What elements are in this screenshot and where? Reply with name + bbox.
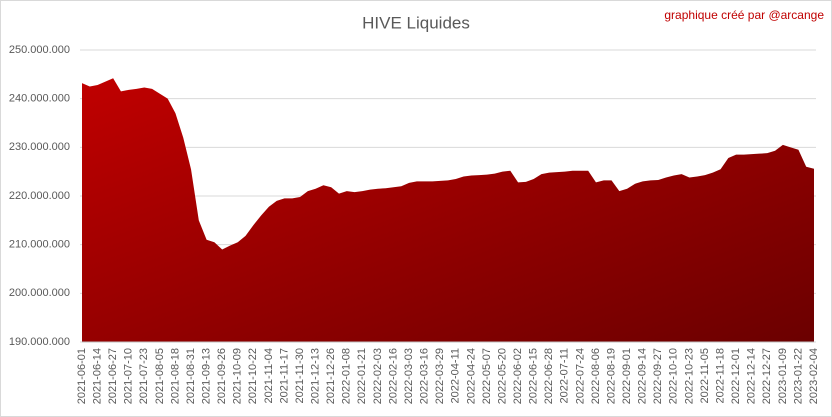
x-tick-label: 2022-07-24 [574,348,586,404]
x-tick-label: 2021-06-01 [76,348,88,404]
x-tick-label: 2021-07-10 [123,348,135,404]
x-tick-label: 2022-02-16 [387,348,399,404]
x-tick-label: 2022-09-14 [637,348,649,404]
x-tick-label: 2022-03-29 [434,348,446,404]
x-tick-label: 2021-12-26 [325,348,337,404]
x-tick-label: 2021-11-30 [294,348,306,403]
x-tick-label: 2022-04-11 [450,348,462,403]
x-tick-label: 2022-06-15 [528,348,540,404]
x-tick-label: 2022-06-02 [512,348,524,404]
y-tick-label: 240.000.000 [9,93,70,105]
x-tick-label: 2022-06-28 [543,348,555,404]
x-tick-label: 2022-03-16 [419,348,431,404]
x-tick-label: 2022-07-11 [559,348,571,403]
x-tick-label: 2023-01-09 [777,348,789,404]
y-tick-label: 210.000.000 [9,239,70,251]
x-tick-label: 2022-04-24 [465,348,477,404]
x-tick-label: 2022-05-07 [481,348,493,404]
x-tick-label: 2021-11-04 [263,348,275,403]
x-tick-label: 2022-05-20 [496,348,508,404]
annotation: graphique créé par @arcange [664,8,824,22]
x-tick-label: 2021-10-09 [232,348,244,404]
area [82,78,814,342]
x-tick-label: 2021-08-18 [169,348,181,404]
x-tick-label: 2022-01-08 [341,348,353,404]
x-tick-label: 2021-07-23 [138,348,150,404]
x-tick-label: 2022-08-19 [605,348,617,404]
x-tick-label: 2022-10-23 [683,348,695,404]
x-tick-label: 2023-02-04 [808,348,820,404]
x-tick-label: 2022-09-27 [652,348,664,404]
x-tick-label: 2022-12-27 [761,348,773,404]
x-tick-label: 2023-01-22 [792,348,804,404]
chart-title: HIVE Liquides [362,13,470,32]
x-tick-label: 2021-06-27 [107,348,119,404]
y-tick-label: 200.000.000 [9,287,70,299]
y-tick-label: 190.000.000 [9,336,70,348]
x-tick-label: 2021-06-14 [91,348,103,404]
x-tick-label: 2022-08-06 [590,348,602,404]
x-tick-label: 2022-01-21 [356,348,368,404]
x-tick-label: 2022-12-14 [746,348,758,404]
x-tick-label: 2021-09-26 [216,348,228,404]
x-tick-label: 2021-10-22 [247,348,259,404]
x-tick-label: 2022-11-18 [714,348,726,403]
x-tick-label: 2021-12-13 [310,348,322,404]
y-tick-label: 250.000.000 [9,44,70,56]
x-tick-label: 2022-11-05 [699,348,711,403]
x-tick-label: 2021-08-05 [154,348,166,404]
x-tick-label: 2021-11-17 [278,348,290,403]
x-tick-label: 2022-02-03 [372,348,384,404]
x-tick-label: 2021-09-13 [201,348,213,404]
x-tick-label: 2021-08-31 [185,348,197,404]
x-tick-label: 2022-12-01 [730,348,742,404]
x-tick-label: 2022-10-10 [668,348,680,404]
y-tick-label: 230.000.000 [9,141,70,153]
x-tick-label: 2022-03-03 [403,348,415,404]
y-tick-label: 220.000.000 [9,190,70,202]
x-tick-label: 2022-09-01 [621,348,633,404]
